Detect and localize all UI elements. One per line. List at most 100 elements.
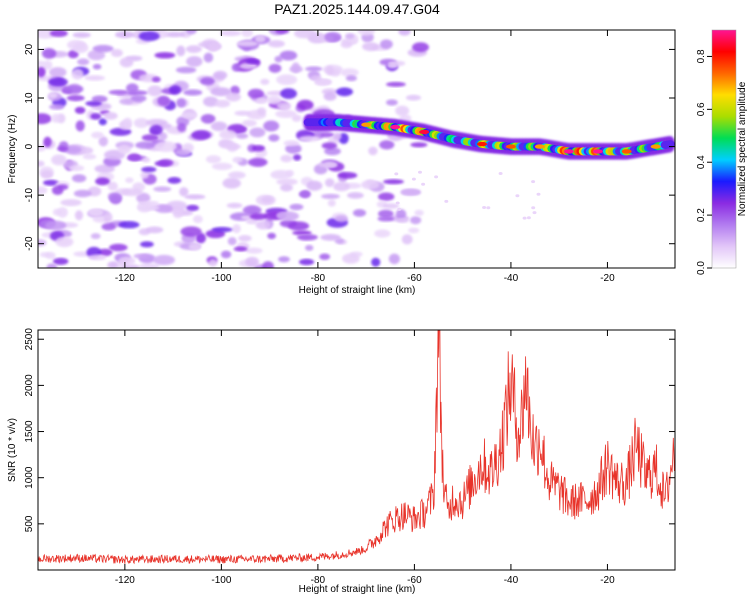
noise-blob (137, 205, 160, 211)
snr-x-tick-label: -80 (311, 575, 326, 586)
snr-x-tick-label: -60 (407, 575, 422, 586)
noise-blob (142, 157, 151, 163)
noise-blob (232, 156, 243, 163)
noise-blob (186, 30, 197, 35)
noise-blob (324, 178, 335, 188)
noise-blob (176, 98, 187, 108)
noise-blob (536, 192, 541, 196)
noise-blob (486, 206, 491, 210)
noise-blob (38, 60, 46, 67)
noise-blob (53, 257, 69, 265)
noise-blob (101, 223, 117, 231)
noise-blob (38, 66, 46, 78)
noise-blob (296, 234, 318, 241)
noise-blob (87, 49, 106, 61)
noise-blob (176, 45, 186, 57)
noise-blob (368, 146, 378, 156)
noise-blob (377, 216, 395, 222)
noise-blob (118, 221, 140, 229)
noise-blob (231, 63, 241, 72)
noise-blob (41, 48, 57, 59)
noise-blob (188, 243, 201, 251)
noise-blob (318, 162, 338, 168)
ridge-peak (534, 144, 545, 149)
noise-blob (299, 258, 315, 266)
noise-blob (361, 180, 380, 190)
noise-blob (283, 140, 300, 147)
noise-blob (293, 154, 302, 161)
noise-blob (382, 203, 400, 209)
spectrogram-y-tick-label: -10 (24, 187, 35, 202)
noise-blob (357, 30, 375, 36)
noise-blob (211, 162, 233, 171)
noise-blob (418, 170, 422, 174)
noise-blob (232, 224, 241, 234)
noise-blob (324, 147, 341, 156)
noise-blob (145, 226, 164, 234)
noise-blob (72, 42, 89, 54)
noise-blob (74, 210, 84, 221)
noise-blob (279, 104, 291, 111)
noise-blob (247, 88, 264, 99)
noise-blob (249, 127, 266, 138)
noise-blob (48, 77, 68, 87)
noise-blob (267, 232, 276, 240)
noise-blob (149, 124, 163, 136)
noise-blob (263, 120, 280, 132)
noise-blob (268, 134, 280, 142)
noise-blob (126, 83, 139, 94)
noise-blob (138, 31, 160, 41)
noise-blob (227, 144, 242, 150)
noise-blob (323, 92, 337, 101)
noise-blob (133, 118, 150, 128)
ridge-peak (563, 149, 574, 154)
noise-blob (279, 50, 298, 61)
noise-blob (49, 67, 67, 78)
colorbar-tick-label: 0.0 (696, 261, 707, 275)
noise-blob (306, 180, 323, 191)
noise-blob (51, 154, 67, 166)
noise-blob (98, 118, 107, 126)
colorbar-tick-label: 0.2 (696, 208, 707, 222)
noise-blob (262, 261, 274, 268)
noise-blob (109, 243, 128, 252)
noise-blob (276, 74, 298, 85)
ridge-peak (419, 129, 430, 135)
noise-blob (56, 146, 69, 152)
noise-blob (411, 177, 416, 181)
noise-blob (98, 136, 109, 147)
noise-blob (277, 211, 300, 221)
noise-blob (154, 141, 177, 153)
noise-blob (314, 79, 331, 86)
noise-blob (208, 41, 221, 51)
noise-blob (245, 256, 260, 267)
noise-blob (141, 134, 159, 142)
noise-blob (287, 221, 310, 231)
noise-blob (379, 140, 395, 150)
noise-blob (482, 206, 487, 209)
noise-blob (374, 229, 391, 238)
noise-blob (72, 32, 91, 38)
snr-axes: -120 -100 -80 -60 -40 -20 500 1000 1500 2000 2500 (24, 328, 675, 586)
noise-blob (254, 35, 266, 43)
noise-blob (69, 165, 85, 172)
noise-blob (147, 85, 163, 97)
noise-blob (388, 253, 400, 265)
spectrogram-x-tick-label: -40 (504, 273, 519, 284)
noise-blob (152, 76, 161, 83)
noise-blob (233, 246, 248, 252)
noise-blob (219, 30, 242, 37)
noise-blob (320, 234, 341, 241)
spectrogram-y-tick-label: 20 (24, 43, 35, 55)
snr-y-tick-label: 2500 (24, 328, 35, 351)
noise-blob (257, 107, 267, 116)
noise-blob (289, 203, 304, 211)
noise-blob (181, 112, 198, 119)
noise-blob (107, 181, 118, 191)
colorbar-tick-label: 0.8 (696, 49, 707, 63)
noise-blob (38, 239, 47, 247)
noise-blob (163, 31, 186, 38)
noise-blob (125, 177, 134, 183)
noise-blob (141, 166, 157, 173)
